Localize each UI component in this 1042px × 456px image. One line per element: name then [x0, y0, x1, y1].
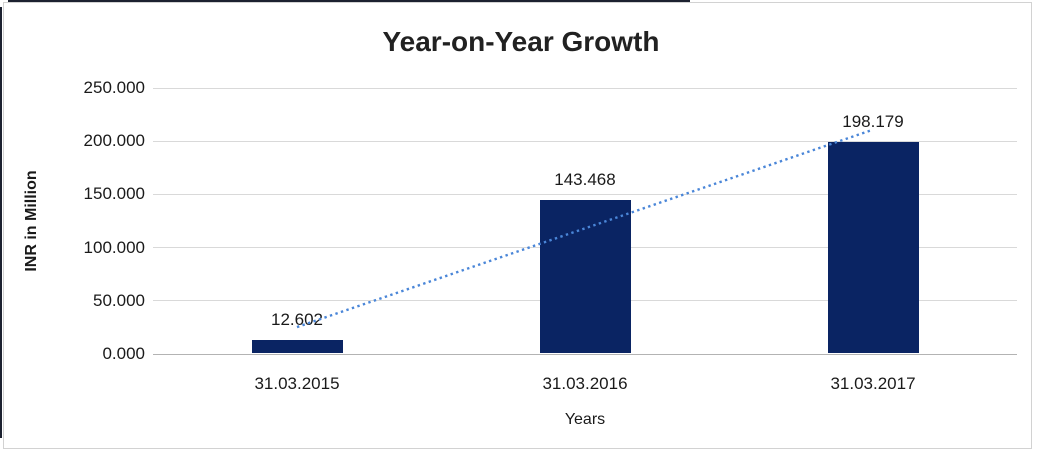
- bar-31.03.2016: [539, 200, 631, 353]
- y-axis-tick-label: 0.000: [102, 344, 145, 363]
- y-axis-tick-label: 50.000: [93, 290, 145, 310]
- gridline: [153, 87, 1017, 89]
- bar-value-label: 198.179: [842, 112, 904, 132]
- bar-value-label: 143.468: [554, 170, 616, 190]
- chart-title: Year-on-Year Growth: [382, 26, 660, 57]
- table-border-top-decoration: [8, 0, 690, 2]
- gridline: [153, 140, 1017, 142]
- gridline: [153, 193, 1017, 195]
- y-axis-tick-label: 200.000: [83, 131, 145, 151]
- x-axis-title: Years: [564, 411, 606, 428]
- x-axis-category-label: 31.03.2016: [542, 374, 628, 393]
- table-border-left-decoration: [0, 7, 2, 438]
- y-axis-tick-label: 150.000: [83, 184, 145, 204]
- bar-31.03.2015: [251, 339, 343, 353]
- y-axis-title: INR in Million: [23, 170, 40, 272]
- bar-31.03.2017: [827, 142, 919, 353]
- x-axis-category-label: 31.03.2017: [830, 374, 916, 393]
- y-axis-tick-label: 100.000: [83, 237, 145, 257]
- plot-area: 12.602 143.468 198.179: [153, 87, 1017, 355]
- x-axis-line: [153, 353, 1017, 355]
- linear-trendline: [296, 128, 874, 329]
- y-axis-tick-label: 250.000: [83, 78, 145, 97]
- x-axis-category-label: 31.03.2015: [254, 374, 340, 393]
